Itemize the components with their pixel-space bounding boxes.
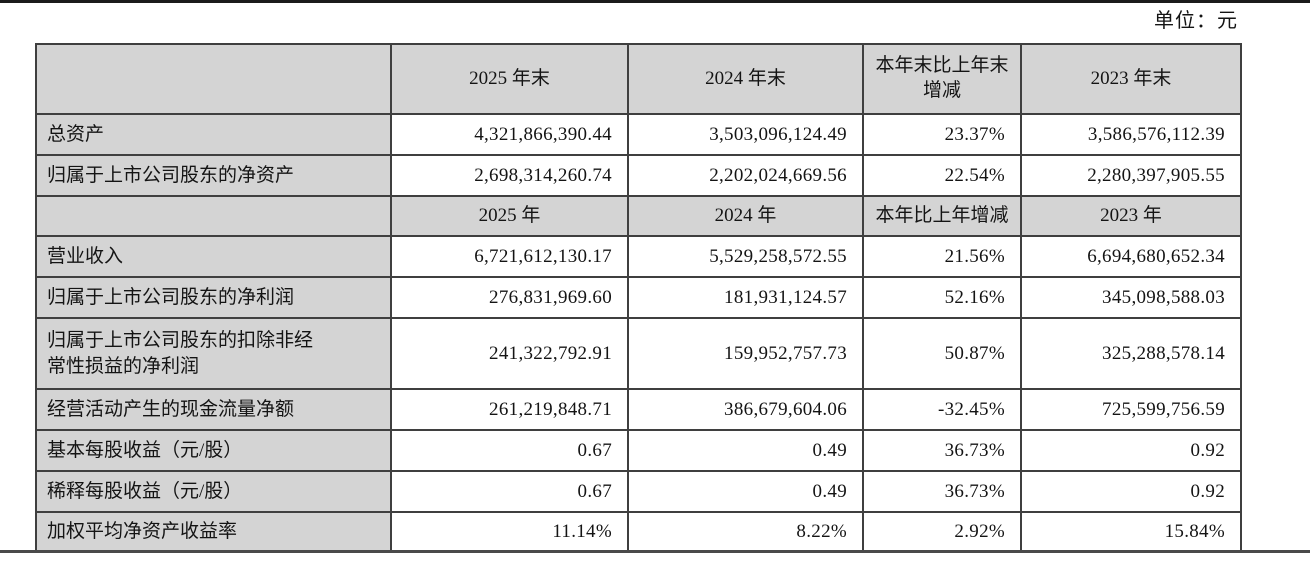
value-cell-2025: 0.67 (390, 470, 629, 513)
value-cell-2023: 325,288,578.14 (1020, 317, 1242, 390)
header-2025-year-end: 2025 年末 (390, 43, 629, 115)
value-cell-2023: 15.84% (1020, 511, 1242, 553)
page-top-rule (0, 0, 1310, 3)
table-row-total-assets: 总资产 4,321,866,390.44 3,503,096,124.49 23… (35, 113, 1242, 156)
header-yoy-change-year-end: 本年末比上年末 增减 (862, 43, 1022, 115)
unit-label: 单位：元 (1154, 10, 1238, 32)
value-cell-2023: 6,694,680,652.34 (1020, 235, 1242, 278)
value-cell-change: -32.45% (862, 388, 1022, 431)
value-cell-2024: 159,952,757.73 (627, 317, 864, 390)
value-cell-change: 21.56% (862, 235, 1022, 278)
header-blank-cell (35, 195, 392, 237)
value-cell-2023: 345,098,588.03 (1020, 276, 1242, 319)
value-cell-2024: 0.49 (627, 470, 864, 513)
row-label-cell: 归属于上市公司股东的净资产 (35, 154, 392, 197)
header-2024-year: 2024 年 (627, 195, 864, 237)
header-2025-year: 2025 年 (390, 195, 629, 237)
value-cell-change: 36.73% (862, 429, 1022, 472)
value-cell-2025: 2,698,314,260.74 (390, 154, 629, 197)
row-label-cell: 归属于上市公司股东的扣除非经 常性损益的净利润 (35, 317, 392, 390)
table-row-net-assets: 归属于上市公司股东的净资产 2,698,314,260.74 2,202,024… (35, 154, 1242, 197)
header-2023-year-end: 2023 年末 (1020, 43, 1242, 115)
table-row-net-profit-excl-nonrecurring: 归属于上市公司股东的扣除非经 常性损益的净利润 241,322,792.91 1… (35, 317, 1242, 390)
value-cell-2025: 6,721,612,130.17 (390, 235, 629, 278)
table-row-revenue: 营业收入 6,721,612,130.17 5,529,258,572.55 2… (35, 235, 1242, 278)
row-label-cell: 归属于上市公司股东的净利润 (35, 276, 392, 319)
value-cell-change: 2.92% (862, 511, 1022, 553)
value-cell-2024: 0.49 (627, 429, 864, 472)
value-cell-change: 23.37% (862, 113, 1022, 156)
row-label-cell: 总资产 (35, 113, 392, 156)
value-cell-2024: 8.22% (627, 511, 864, 553)
value-cell-change: 22.54% (862, 154, 1022, 197)
value-cell-change: 36.73% (862, 470, 1022, 513)
header-2024-year-end: 2024 年末 (627, 43, 864, 115)
value-cell-2023: 0.92 (1020, 470, 1242, 513)
value-cell-2023: 0.92 (1020, 429, 1242, 472)
table-row-diluted-eps: 稀释每股收益（元/股） 0.67 0.49 36.73% 0.92 (35, 470, 1242, 513)
value-cell-2023: 725,599,756.59 (1020, 388, 1242, 431)
value-cell-2025: 241,322,792.91 (390, 317, 629, 390)
header-blank-cell (35, 43, 392, 115)
table-row-net-profit: 归属于上市公司股东的净利润 276,831,969.60 181,931,124… (35, 276, 1242, 319)
row-label-cell: 加权平均净资产收益率 (35, 511, 392, 553)
table-row-weighted-avg-roe: 加权平均净资产收益率 11.14% 8.22% 2.92% 15.84% (35, 511, 1242, 553)
page-bottom-rule (0, 550, 1310, 553)
table-row-operating-cash-flow: 经营活动产生的现金流量净额 261,219,848.71 386,679,604… (35, 388, 1242, 431)
header-row-year-end: 2025 年末 2024 年末 本年末比上年末 增减 2023 年末 (35, 43, 1242, 115)
financial-summary-table: 2025 年末 2024 年末 本年末比上年末 增减 2023 年末 总资产 4… (35, 43, 1242, 553)
value-cell-2024: 3,503,096,124.49 (627, 113, 864, 156)
row-label-cell: 稀释每股收益（元/股） (35, 470, 392, 513)
row-label-cell: 营业收入 (35, 235, 392, 278)
value-cell-2025: 276,831,969.60 (390, 276, 629, 319)
table-row-basic-eps: 基本每股收益（元/股） 0.67 0.49 36.73% 0.92 (35, 429, 1242, 472)
value-cell-2024: 181,931,124.57 (627, 276, 864, 319)
value-cell-2025: 4,321,866,390.44 (390, 113, 629, 156)
value-cell-2023: 3,586,576,112.39 (1020, 113, 1242, 156)
value-cell-2025: 0.67 (390, 429, 629, 472)
row-label-cell: 基本每股收益（元/股） (35, 429, 392, 472)
header-2023-year: 2023 年 (1020, 195, 1242, 237)
value-cell-change: 50.87% (862, 317, 1022, 390)
header-row-year: 2025 年 2024 年 本年比上年增减 2023 年 (35, 195, 1242, 237)
value-cell-2025: 11.14% (390, 511, 629, 553)
value-cell-2023: 2,280,397,905.55 (1020, 154, 1242, 197)
value-cell-2025: 261,219,848.71 (390, 388, 629, 431)
header-yoy-change-year: 本年比上年增减 (862, 195, 1022, 237)
row-label-cell: 经营活动产生的现金流量净额 (35, 388, 392, 431)
value-cell-2024: 5,529,258,572.55 (627, 235, 864, 278)
value-cell-2024: 2,202,024,669.56 (627, 154, 864, 197)
value-cell-2024: 386,679,604.06 (627, 388, 864, 431)
value-cell-change: 52.16% (862, 276, 1022, 319)
